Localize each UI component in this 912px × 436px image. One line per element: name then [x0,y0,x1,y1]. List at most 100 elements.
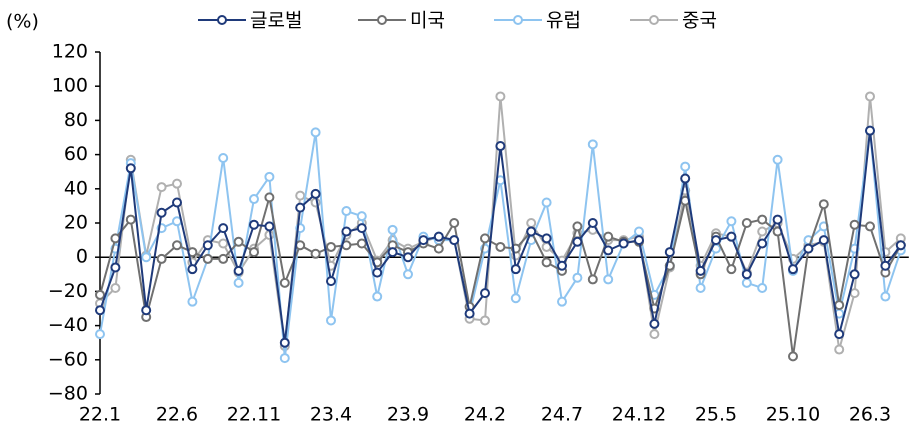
point [172,197,182,208]
point [264,192,275,203]
point [326,276,336,287]
point [526,218,537,228]
point [865,91,875,102]
point [202,253,213,264]
point [541,197,552,208]
point [880,291,891,302]
point [449,235,460,246]
point [356,223,367,234]
point [233,236,244,247]
point [464,308,475,319]
point [125,163,136,174]
point [849,219,860,230]
point [218,223,229,234]
point [480,233,490,244]
point [326,241,336,252]
point [757,238,768,249]
legend-marker [377,15,387,25]
point [772,154,783,165]
point [495,91,506,102]
point [264,171,275,182]
x-tick-label: 24.12 [612,404,666,426]
x-tick-label: 22.11 [227,404,281,426]
legend-label: 글로벌 [250,10,302,32]
legend-label: 중국 [682,10,717,32]
point [95,329,105,340]
point [587,218,598,228]
point [110,233,121,244]
x-tick-label: 26.3 [849,404,891,426]
point [834,329,845,340]
y-tick-label: 80 [64,109,88,131]
point [849,288,860,299]
point [310,127,321,138]
point [433,243,444,254]
point [372,267,383,278]
legend-marker [513,15,523,25]
point [818,199,829,210]
unit-label: (%) [6,11,39,33]
point [95,289,105,300]
point [372,291,383,302]
point [557,296,567,307]
point [141,252,152,263]
point [172,178,182,189]
point [279,353,290,364]
point [757,214,768,225]
point [726,216,737,227]
x-tick-label: 23.9 [387,404,429,426]
point [480,288,490,299]
point [295,190,306,201]
point [510,264,521,275]
point [202,240,213,251]
x-tick-label: 25.5 [695,404,737,426]
point [680,173,691,184]
legend-label: 미국 [410,10,445,32]
point [587,139,598,150]
point [788,264,798,275]
point [141,305,152,316]
point [711,235,721,246]
point [572,272,583,283]
point [156,207,167,218]
point [187,264,198,275]
point [603,245,614,256]
point [295,240,306,251]
point [849,269,860,280]
point [310,188,321,199]
point [279,277,290,288]
point [649,318,660,329]
point [726,264,737,275]
point [387,224,398,235]
point [341,206,352,217]
point [449,218,460,228]
y-tick-label: −60 [48,348,88,370]
point [249,194,259,205]
x-tick-label: 22.6 [156,404,198,426]
point [110,282,121,293]
point [495,241,506,252]
point [156,253,167,264]
point [310,248,321,259]
point [788,351,798,362]
point [526,226,537,237]
point [572,236,583,247]
point [880,260,891,271]
point [326,315,336,326]
y-tick-label: −40 [48,314,88,336]
y-tick-label: 100 [52,75,88,97]
point [541,233,552,244]
point [264,221,275,232]
point [664,247,675,258]
point [233,265,244,276]
y-tick-label: 60 [64,143,88,165]
x-tick-label: 23.4 [310,404,352,426]
point [895,240,906,251]
point [156,182,167,193]
point [110,262,121,273]
point [726,231,737,242]
point [233,277,244,288]
point [249,247,259,258]
point [218,153,229,164]
point [433,231,444,242]
